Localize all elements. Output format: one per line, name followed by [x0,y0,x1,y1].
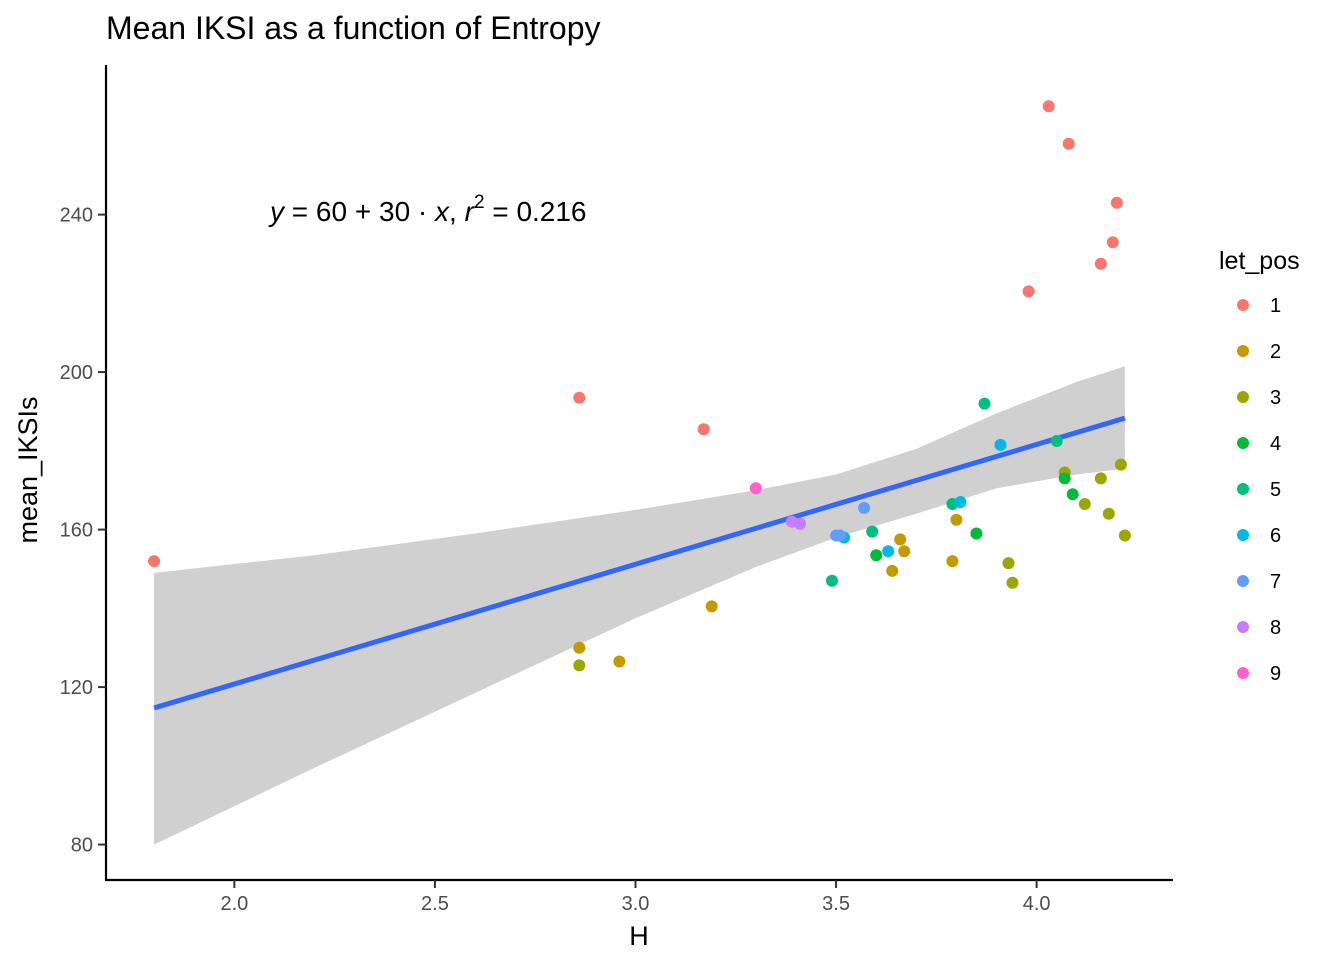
legend-label-1: 1 [1270,295,1281,317]
data-point-letpos-9 [749,482,762,495]
data-point-letpos-5 [826,574,838,587]
data-point-letpos-1 [573,391,586,404]
data-point-letpos-2 [705,600,718,613]
equation-y-var: y [268,196,286,227]
chart-title: Mean IKSI as a function of Entropy [106,10,601,46]
legend-label-2: 2 [1270,341,1281,363]
data-point-letpos-5 [1050,435,1063,447]
data-point-letpos-3 [1094,472,1107,485]
legend-label-7: 7 [1270,571,1281,593]
x-ticks: 2.0 2.5 3.0 3.5 4.0 [220,880,1051,915]
data-point-letpos-7 [834,529,847,542]
y-ticks: 80 120 160 200 240 [60,205,106,857]
legend-key-5 [1237,483,1249,495]
data-point-letpos-3 [1002,557,1015,570]
data-point-letpos-8 [794,517,806,530]
data-point-letpos-1 [1042,100,1055,113]
x-tick-label: 3.0 [622,893,650,915]
data-point-letpos-3 [1102,507,1115,520]
legend-key-4 [1237,437,1249,449]
legend-label-5: 5 [1270,479,1281,501]
legend-label-9: 9 [1270,663,1281,685]
legend-label-4: 4 [1270,433,1281,455]
data-point-letpos-2 [894,533,907,546]
y-tick-label: 240 [60,205,93,227]
data-point-letpos-6 [882,545,895,558]
equation-intercept: 60 [316,196,347,227]
data-point-letpos-4 [870,549,883,562]
regression-line-layer [153,415,1126,711]
x-tick-label: 4.0 [1023,893,1051,915]
equation-slope: 30 [379,196,410,227]
legend-key-2 [1237,345,1249,357]
data-point-letpos-2 [613,655,626,668]
axes [104,65,1173,882]
y-tick-label: 80 [71,835,93,857]
y-tick-label: 120 [60,677,93,699]
legend-key-6 [1237,529,1249,541]
data-points-layer [148,100,1131,672]
data-point-letpos-3 [1114,458,1127,471]
data-point-letpos-2 [898,545,911,558]
legend-label-3: 3 [1270,387,1281,409]
regression-line [153,415,1126,711]
data-point-letpos-1 [1106,236,1119,249]
legend-key-1 [1237,299,1249,311]
equation-r-var: r [465,196,476,227]
x-tick-label: 3.5 [822,893,850,915]
data-point-letpos-5 [978,397,991,410]
data-point-letpos-1 [1110,196,1123,209]
confidence-band-layer [154,366,1125,845]
data-point-letpos-1 [1094,257,1107,270]
data-point-letpos-1 [148,555,161,568]
data-point-letpos-4 [970,527,983,540]
equation-r2-value: 0.216 [516,196,586,227]
data-point-letpos-2 [946,555,959,568]
y-tick-label: 160 [60,520,93,542]
data-point-letpos-6 [994,438,1007,451]
legend-label-8: 8 [1270,617,1281,639]
x-tick-label: 2.5 [421,893,449,915]
data-point-letpos-5 [866,525,879,538]
x-axis-title: H [629,921,649,951]
legend-key-3 [1237,391,1249,403]
data-point-letpos-3 [1118,529,1131,542]
legend-label-6: 6 [1270,525,1281,547]
legend-key-7 [1237,575,1249,587]
x-tick-label: 2.0 [220,893,248,915]
data-point-letpos-3 [573,659,586,672]
data-point-letpos-2 [886,564,899,577]
data-point-letpos-4 [1058,472,1071,485]
data-point-letpos-1 [697,423,710,436]
data-point-letpos-7 [858,501,871,514]
equation-r-power: 2 [474,192,485,213]
data-point-letpos-3 [1006,576,1019,589]
y-tick-label: 200 [60,362,93,384]
data-point-letpos-4 [1066,488,1079,501]
equation-x-var: x [433,196,450,227]
data-point-letpos-3 [1078,498,1091,510]
data-point-letpos-1 [1022,285,1035,298]
y-axis-title: mean_IKSIs [13,396,43,543]
legend-title: let_pos [1219,247,1300,275]
data-point-letpos-2 [950,513,963,526]
legend: let_pos 1 2 3 4 5 6 7 8 9 [1219,247,1300,685]
legend-key-9 [1237,667,1249,679]
data-point-letpos-2 [573,641,586,654]
confidence-band [154,366,1125,845]
data-point-letpos-6 [954,496,967,508]
legend-key-8 [1237,621,1249,633]
regression-equation: y = 60 + 30 · x, r2 = 0.216 [268,192,587,227]
data-point-letpos-1 [1062,137,1075,150]
